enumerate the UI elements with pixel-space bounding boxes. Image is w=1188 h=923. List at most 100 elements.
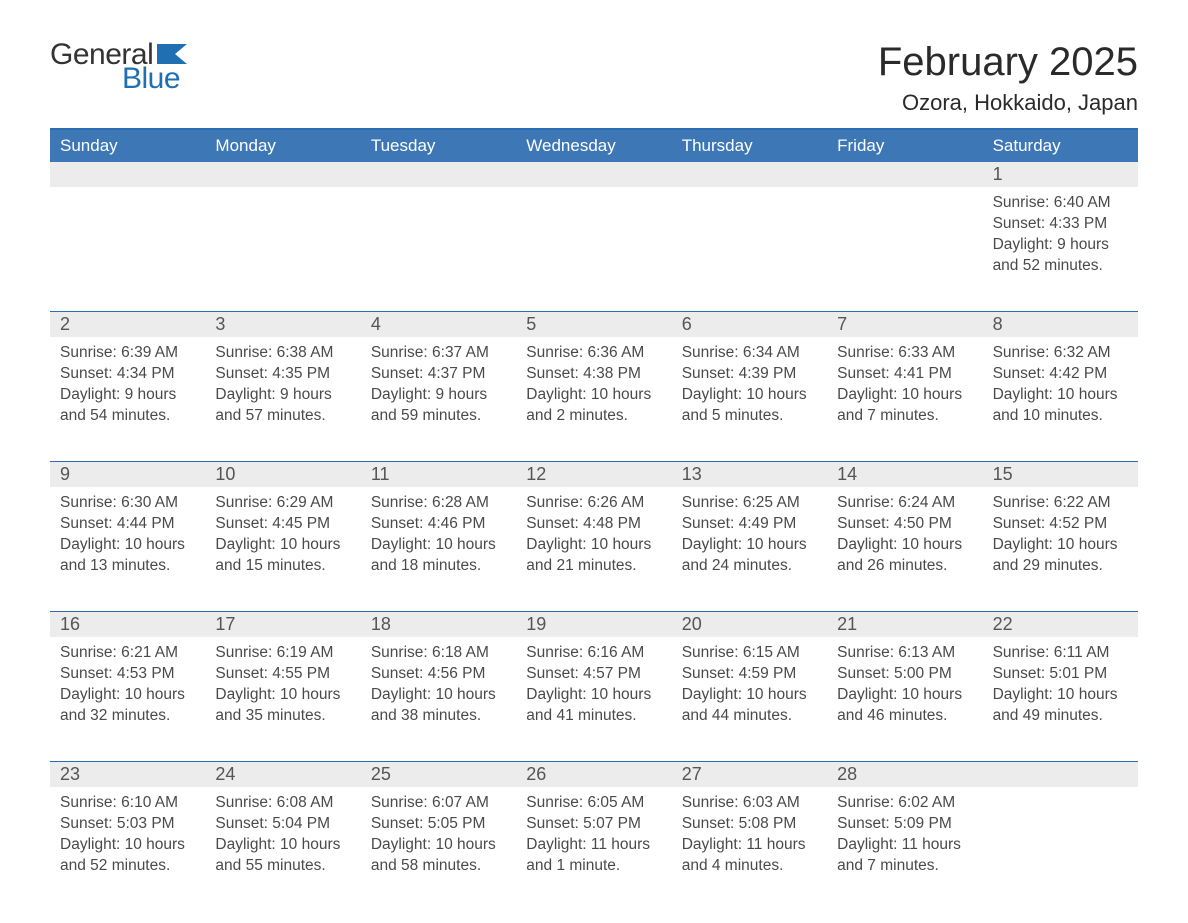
day-sunset-line: Sunset: 4:50 PM — [837, 514, 972, 535]
day-number-row: 1 — [50, 162, 1138, 187]
calendar-week: 9101112131415Sunrise: 6:30 AMSunset: 4:4… — [50, 461, 1138, 583]
day-number: 26 — [516, 762, 671, 787]
day-number: 11 — [361, 462, 516, 487]
day-number: 12 — [516, 462, 671, 487]
day-daylight-line: Daylight: 10 hours and 41 minutes. — [526, 685, 661, 727]
day-number: 22 — [983, 612, 1138, 637]
day-sunrise-line: Sunrise: 6:39 AM — [60, 343, 195, 364]
day-sunset-line: Sunset: 5:01 PM — [993, 664, 1128, 685]
day-cell: Sunrise: 6:08 AMSunset: 5:04 PMDaylight:… — [205, 787, 360, 883]
day-sunset-line: Sunset: 4:45 PM — [215, 514, 350, 535]
day-sunrise-line: Sunrise: 6:08 AM — [215, 793, 350, 814]
day-sunset-line: Sunset: 5:03 PM — [60, 814, 195, 835]
day-cell: Sunrise: 6:32 AMSunset: 4:42 PMDaylight:… — [983, 337, 1138, 433]
calendar-week: 2345678Sunrise: 6:39 AMSunset: 4:34 PMDa… — [50, 311, 1138, 433]
day-number: 21 — [827, 612, 982, 637]
day-number — [672, 162, 827, 187]
day-number — [516, 162, 671, 187]
day-number: 13 — [672, 462, 827, 487]
day-sunset-line: Sunset: 4:48 PM — [526, 514, 661, 535]
day-cell-empty — [205, 187, 360, 283]
day-cell-empty — [516, 187, 671, 283]
day-number: 19 — [516, 612, 671, 637]
day-sunrise-line: Sunrise: 6:33 AM — [837, 343, 972, 364]
day-cell: Sunrise: 6:36 AMSunset: 4:38 PMDaylight:… — [516, 337, 671, 433]
day-number: 9 — [50, 462, 205, 487]
day-daylight-line: Daylight: 10 hours and 26 minutes. — [837, 535, 972, 577]
day-cell: Sunrise: 6:37 AMSunset: 4:37 PMDaylight:… — [361, 337, 516, 433]
day-cell: Sunrise: 6:33 AMSunset: 4:41 PMDaylight:… — [827, 337, 982, 433]
day-number-row: 16171819202122 — [50, 612, 1138, 637]
day-sunset-line: Sunset: 4:33 PM — [993, 214, 1128, 235]
day-sunrise-line: Sunrise: 6:18 AM — [371, 643, 506, 664]
title-block: February 2025 Ozora, Hokkaido, Japan — [878, 40, 1138, 116]
day-sunset-line: Sunset: 4:55 PM — [215, 664, 350, 685]
day-cell: Sunrise: 6:18 AMSunset: 4:56 PMDaylight:… — [361, 637, 516, 733]
day-number: 15 — [983, 462, 1138, 487]
day-sunrise-line: Sunrise: 6:37 AM — [371, 343, 506, 364]
day-number — [983, 762, 1138, 787]
day-number-row: 2345678 — [50, 312, 1138, 337]
day-sunrise-line: Sunrise: 6:36 AM — [526, 343, 661, 364]
day-sunset-line: Sunset: 4:57 PM — [526, 664, 661, 685]
day-cell: Sunrise: 6:26 AMSunset: 4:48 PMDaylight:… — [516, 487, 671, 583]
day-cell: Sunrise: 6:25 AMSunset: 4:49 PMDaylight:… — [672, 487, 827, 583]
day-number: 17 — [205, 612, 360, 637]
weekday-header: Sunday — [50, 130, 205, 162]
day-sunrise-line: Sunrise: 6:32 AM — [993, 343, 1128, 364]
day-daylight-line: Daylight: 10 hours and 21 minutes. — [526, 535, 661, 577]
day-sunrise-line: Sunrise: 6:26 AM — [526, 493, 661, 514]
day-number — [205, 162, 360, 187]
day-cell: Sunrise: 6:34 AMSunset: 4:39 PMDaylight:… — [672, 337, 827, 433]
day-sunset-line: Sunset: 4:41 PM — [837, 364, 972, 385]
day-sunrise-line: Sunrise: 6:10 AM — [60, 793, 195, 814]
day-sunrise-line: Sunrise: 6:02 AM — [837, 793, 972, 814]
logo-word-blue: Blue — [122, 64, 191, 94]
day-number — [361, 162, 516, 187]
day-sunrise-line: Sunrise: 6:30 AM — [60, 493, 195, 514]
day-number: 28 — [827, 762, 982, 787]
calendar: SundayMondayTuesdayWednesdayThursdayFrid… — [50, 128, 1138, 883]
day-sunrise-line: Sunrise: 6:03 AM — [682, 793, 817, 814]
day-daylight-line: Daylight: 9 hours and 57 minutes. — [215, 385, 350, 427]
day-number: 16 — [50, 612, 205, 637]
day-daylight-line: Daylight: 10 hours and 55 minutes. — [215, 835, 350, 877]
day-sunrise-line: Sunrise: 6:16 AM — [526, 643, 661, 664]
day-sunset-line: Sunset: 4:34 PM — [60, 364, 195, 385]
day-sunrise-line: Sunrise: 6:13 AM — [837, 643, 972, 664]
day-daylight-line: Daylight: 10 hours and 46 minutes. — [837, 685, 972, 727]
day-cell-empty — [361, 187, 516, 283]
day-number: 27 — [672, 762, 827, 787]
day-sunset-line: Sunset: 4:37 PM — [371, 364, 506, 385]
day-sunrise-line: Sunrise: 6:07 AM — [371, 793, 506, 814]
day-daylight-line: Daylight: 10 hours and 32 minutes. — [60, 685, 195, 727]
day-cell: Sunrise: 6:10 AMSunset: 5:03 PMDaylight:… — [50, 787, 205, 883]
day-cell: Sunrise: 6:24 AMSunset: 4:50 PMDaylight:… — [827, 487, 982, 583]
weekday-header: Monday — [205, 130, 360, 162]
day-number: 8 — [983, 312, 1138, 337]
day-sunset-line: Sunset: 4:59 PM — [682, 664, 817, 685]
day-daylight-line: Daylight: 10 hours and 2 minutes. — [526, 385, 661, 427]
day-cell-empty — [672, 187, 827, 283]
day-number: 2 — [50, 312, 205, 337]
day-daylight-line: Daylight: 11 hours and 4 minutes. — [682, 835, 817, 877]
day-sunset-line: Sunset: 4:35 PM — [215, 364, 350, 385]
day-cell: Sunrise: 6:28 AMSunset: 4:46 PMDaylight:… — [361, 487, 516, 583]
day-cell: Sunrise: 6:38 AMSunset: 4:35 PMDaylight:… — [205, 337, 360, 433]
day-daylight-line: Daylight: 10 hours and 58 minutes. — [371, 835, 506, 877]
day-sunrise-line: Sunrise: 6:29 AM — [215, 493, 350, 514]
day-sunset-line: Sunset: 4:56 PM — [371, 664, 506, 685]
day-number — [50, 162, 205, 187]
day-sunset-line: Sunset: 5:00 PM — [837, 664, 972, 685]
day-daylight-line: Daylight: 10 hours and 44 minutes. — [682, 685, 817, 727]
day-daylight-line: Daylight: 11 hours and 7 minutes. — [837, 835, 972, 877]
day-sunset-line: Sunset: 4:46 PM — [371, 514, 506, 535]
day-sunset-line: Sunset: 4:53 PM — [60, 664, 195, 685]
day-daylight-line: Daylight: 9 hours and 54 minutes. — [60, 385, 195, 427]
day-number: 20 — [672, 612, 827, 637]
day-cell: Sunrise: 6:07 AMSunset: 5:05 PMDaylight:… — [361, 787, 516, 883]
day-cell-empty — [827, 187, 982, 283]
day-cell: Sunrise: 6:22 AMSunset: 4:52 PMDaylight:… — [983, 487, 1138, 583]
day-number: 5 — [516, 312, 671, 337]
page-title: February 2025 — [878, 40, 1138, 84]
